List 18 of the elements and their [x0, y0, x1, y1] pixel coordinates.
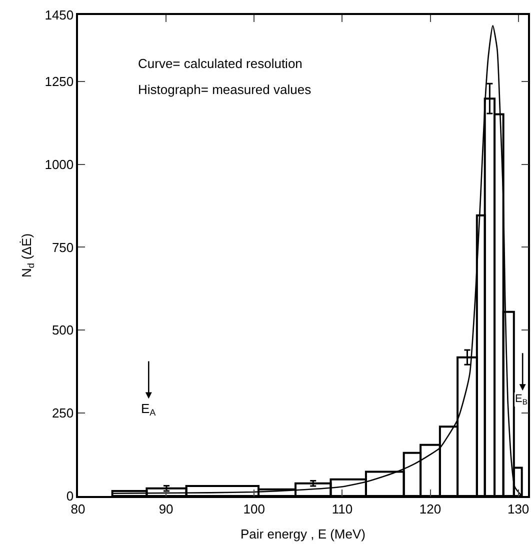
y-tick-label: 1250	[44, 74, 74, 89]
y-tick-label: 1450	[44, 8, 74, 23]
annotation: E$_{A}$	[141, 401, 157, 418]
x-tick-label: 110	[332, 501, 353, 516]
x-tick-label: 120	[419, 501, 442, 516]
x-tick-label: 80	[70, 501, 86, 516]
x-tick-label: 100	[243, 501, 265, 516]
x-axis-title: Pair energy , E (MeV)	[240, 526, 366, 542]
x-tick-label: 130	[507, 501, 530, 516]
y-tick-label: 1000	[44, 156, 74, 172]
y-tick-label: 0	[66, 488, 74, 504]
y-tick-label: 750	[52, 240, 74, 255]
annotation: E$_{B}$	[515, 393, 528, 406]
x-tick-label: 90	[158, 501, 174, 516]
y-tick-label: 500	[52, 322, 74, 338]
y-tick-label: 250	[52, 406, 74, 421]
annotation: Histograph= measured values	[138, 82, 312, 97]
annotation: Curve= calculated resolution	[138, 56, 302, 71]
